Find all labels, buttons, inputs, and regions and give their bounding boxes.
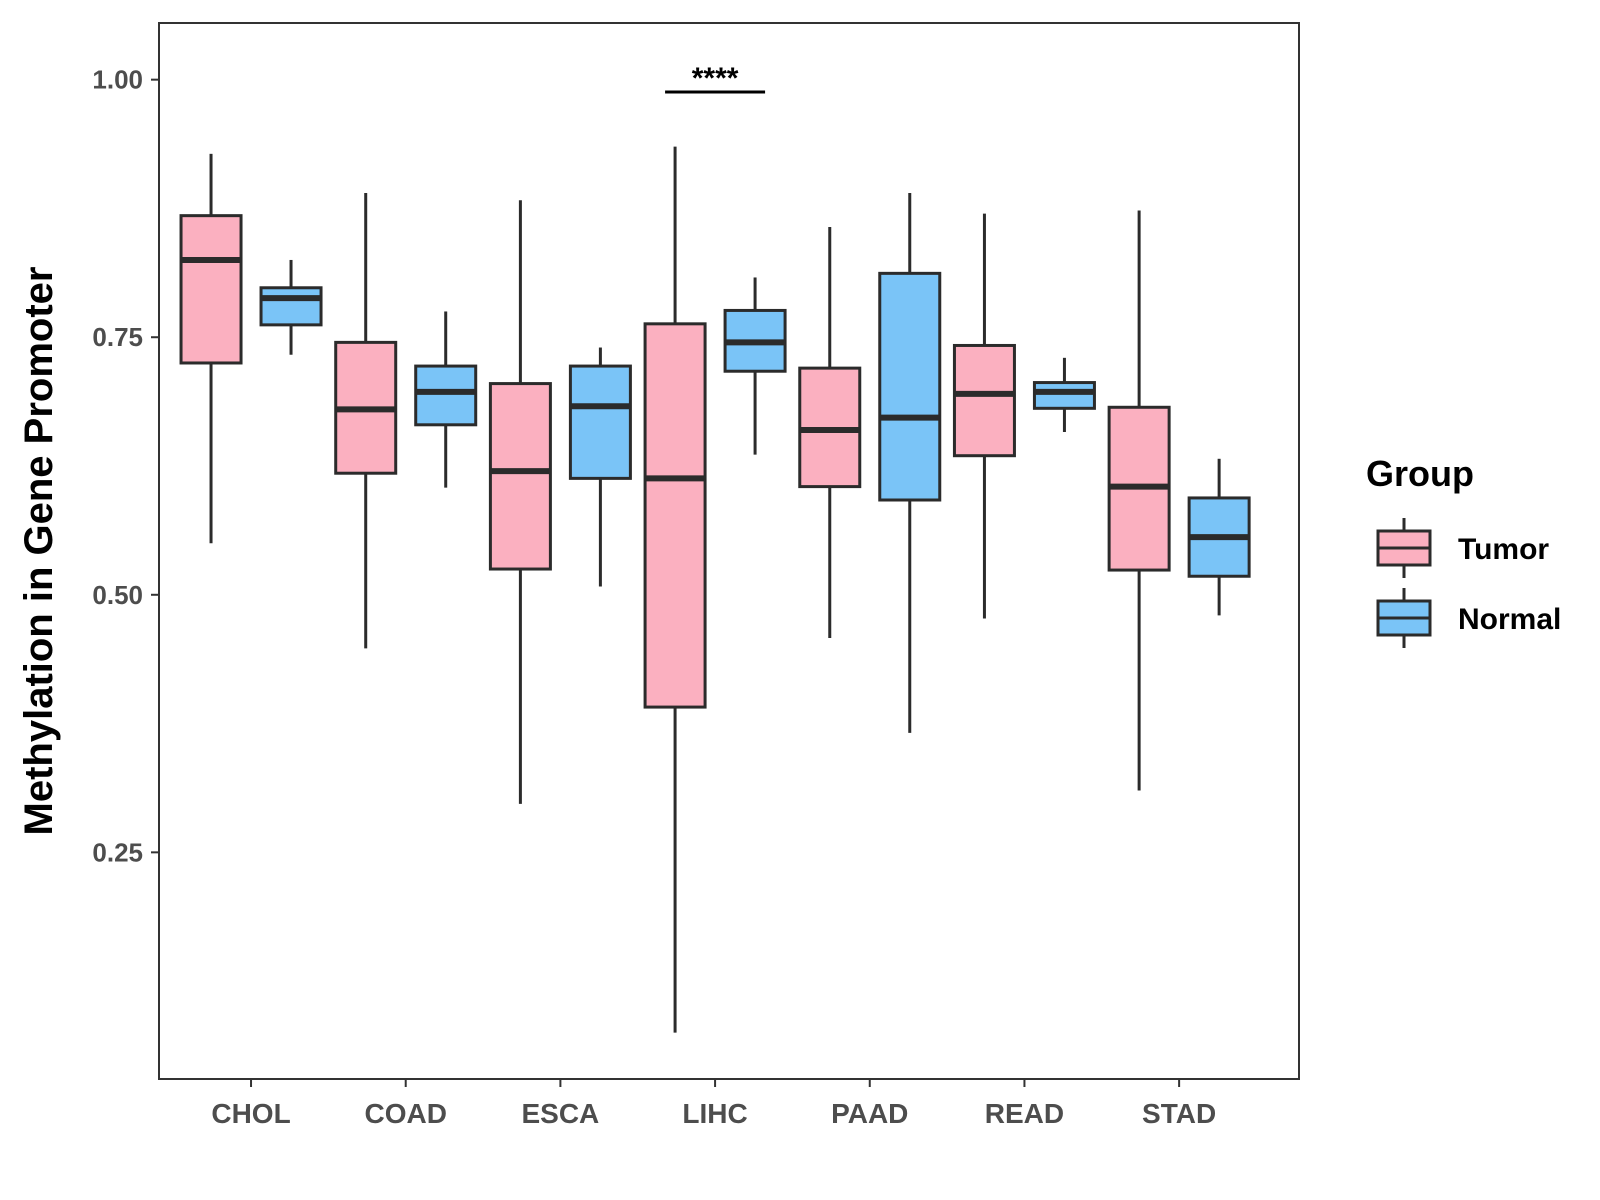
box-paad-tumor xyxy=(798,226,862,639)
box-read-normal xyxy=(1032,357,1096,433)
box-body xyxy=(259,286,323,327)
legend-label: Normal xyxy=(1458,603,1561,636)
box-esca-normal xyxy=(568,347,632,587)
y-axis: 0.25 0.50 0.75 1.00 xyxy=(92,65,159,867)
significance-label: **** xyxy=(692,62,739,95)
legend-title: Group xyxy=(1366,453,1474,494)
box-body xyxy=(414,364,478,427)
legend-label: Tumor xyxy=(1458,533,1549,566)
box-body xyxy=(568,364,632,480)
box-stad-tumor xyxy=(1107,210,1171,791)
box-body xyxy=(179,214,243,365)
box-body xyxy=(643,322,707,709)
box-esca-tumor xyxy=(488,200,552,804)
box-coad-normal xyxy=(414,311,478,488)
box-stad-normal xyxy=(1187,458,1251,616)
x-tick-label: READ xyxy=(985,1098,1064,1129)
boxes-layer xyxy=(179,146,1251,1033)
box-chol-tumor xyxy=(179,153,243,544)
box-coad-tumor xyxy=(334,192,398,649)
y-tick-label: 0.50 xyxy=(92,580,143,610)
box-read-tumor xyxy=(952,213,1016,619)
box-body xyxy=(488,382,552,571)
x-tick-label: CHOL xyxy=(211,1098,290,1129)
annotation-layer: **** xyxy=(665,62,766,95)
x-tick-label: COAD xyxy=(364,1098,446,1129)
x-tick-label: STAD xyxy=(1142,1098,1216,1129)
legend-entry-tumor: Tumor xyxy=(1376,518,1549,578)
box-lihc-normal xyxy=(723,277,787,455)
y-tick-label: 0.75 xyxy=(92,322,143,352)
y-axis-label: Methylation in Gene Promoter xyxy=(17,267,61,836)
legend-entry-normal: Normal xyxy=(1376,588,1561,648)
box-body xyxy=(878,271,942,502)
x-tick-label: ESCA xyxy=(521,1098,599,1129)
box-body xyxy=(952,343,1016,458)
y-tick-label: 1.00 xyxy=(92,65,143,95)
box-chol-normal xyxy=(259,259,323,355)
box-paad-normal xyxy=(878,192,942,733)
box-body xyxy=(1032,381,1096,410)
x-tick-label: PAAD xyxy=(831,1098,908,1129)
legend: Group Tumor Normal xyxy=(1366,453,1561,648)
x-tick-label: LIHC xyxy=(682,1098,747,1129)
box-lihc-tumor xyxy=(643,146,707,1033)
x-axis: CHOL COAD ESCA LIHC PAAD READ STAD xyxy=(211,1079,1216,1129)
y-tick-label: 0.25 xyxy=(92,837,143,867)
